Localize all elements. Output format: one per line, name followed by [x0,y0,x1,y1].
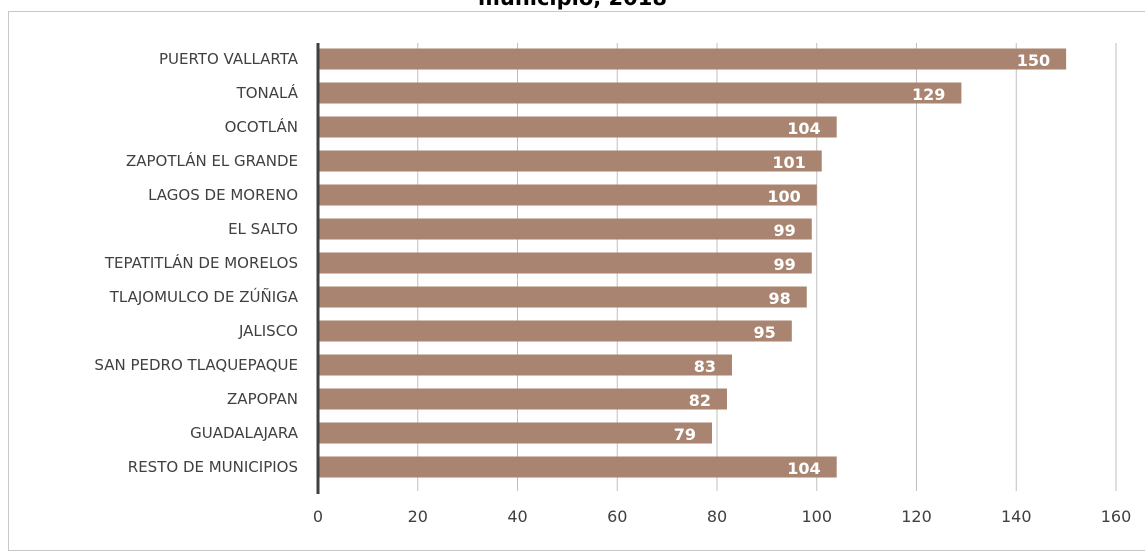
bar-13 [318,456,837,478]
data-label-6: 99 [773,221,795,240]
bar-4 [318,150,822,172]
data-label-10: 83 [694,357,716,376]
category-label-8: TLAJOMULCO DE ZÚÑIGA [109,287,299,306]
x-tick-label-120: 120 [901,507,932,526]
data-label-11: 82 [689,391,711,410]
bar-3 [318,116,837,138]
bar-chart: 0 20 40 60 80 100 120 140 160 150 PUERTO VALLARTA 1… [94,43,1131,526]
category-label-12: GUADALAJARA [190,424,299,442]
bar-8 [318,286,807,308]
category-label-6: EL SALTO [228,220,298,238]
labels: 0 20 40 60 80 100 120 140 160 150 PUERTO VALLARTA 1… [94,50,1131,526]
data-label-1: 150 [1017,51,1050,70]
bar-11 [318,388,727,410]
bar-12 [318,422,713,444]
category-label-10: SAN PEDRO TLAQUEPAQUE [94,356,298,374]
x-tick-label-160: 160 [1101,507,1132,526]
data-label-2: 129 [912,85,945,104]
category-label-2: TONALÁ [236,83,299,102]
bar-1 [318,48,1067,70]
x-tick-label-40: 40 [507,507,527,526]
category-label-1: PUERTO VALLARTA [159,50,299,68]
x-tick-label-80: 80 [707,507,727,526]
x-tick-label-20: 20 [408,507,428,526]
x-tick-label-140: 140 [1001,507,1032,526]
bar-2 [318,82,962,104]
bar-5 [318,184,817,206]
category-label-4: ZAPOTLÁN EL GRANDE [126,151,298,170]
category-label-11: ZAPOPAN [227,390,298,408]
category-label-5: LAGOS DE MORENO [148,186,298,204]
bar-7 [318,252,812,274]
category-label-7: TEPATITLÁN DE MORELOS [104,253,298,272]
chart-title: municipio, 2018 [0,0,1145,10]
x-tick-label-60: 60 [607,507,627,526]
data-label-7: 99 [773,255,795,274]
category-label-3: OCOTLÁN [225,117,298,136]
data-label-12: 79 [674,425,696,444]
bar-10 [318,354,732,376]
x-tick-label-0: 0 [313,507,323,526]
bar-9 [318,320,792,342]
data-label-8: 98 [769,289,791,308]
data-label-3: 104 [787,119,820,138]
data-label-4: 101 [772,153,805,172]
category-label-13: RESTO DE MUNICIPIOS [128,458,298,476]
x-tick-label-100: 100 [801,507,832,526]
data-label-13: 104 [787,459,820,478]
category-label-9: JALISCO [238,322,298,340]
data-label-9: 95 [754,323,776,342]
bars [318,48,1067,478]
bar-6 [318,218,812,240]
data-label-5: 100 [767,187,800,206]
